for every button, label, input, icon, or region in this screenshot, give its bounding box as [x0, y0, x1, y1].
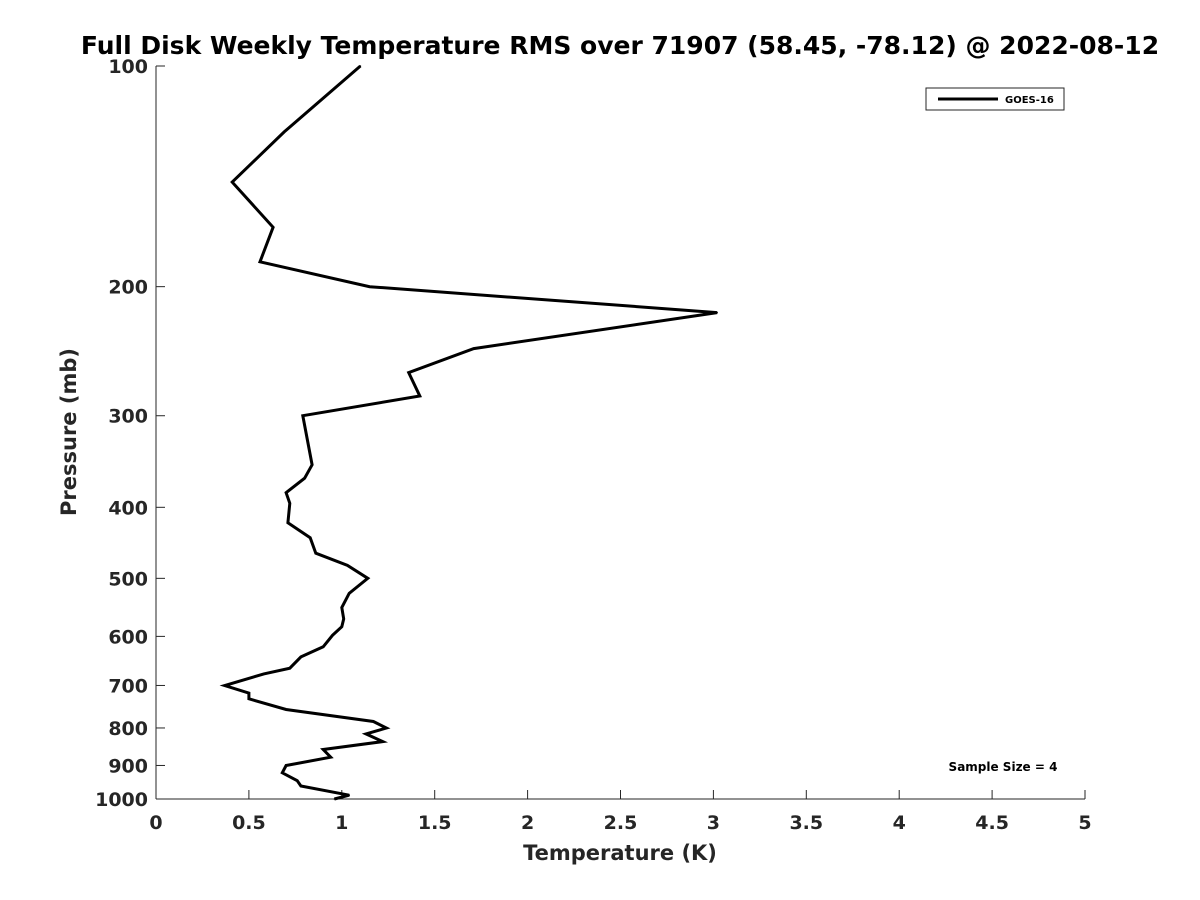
data-point: [263, 673, 265, 675]
data-point: [285, 491, 287, 494]
chart-title: Full Disk Weekly Temperature RMS over 71…: [81, 31, 1159, 60]
data-point: [346, 564, 349, 567]
data-point: [259, 261, 261, 263]
data-point: [300, 656, 302, 658]
data-point: [322, 646, 325, 648]
data-point: [329, 756, 332, 758]
y-tick-label: 300: [108, 406, 148, 428]
data-point: [368, 285, 371, 288]
data-point: [311, 464, 313, 466]
data-point: [285, 764, 287, 767]
y-tick-label: 200: [108, 277, 148, 299]
data-point: [348, 592, 351, 595]
data-point: [342, 618, 345, 620]
y-tick-label: 600: [108, 626, 148, 648]
data-point: [372, 720, 375, 723]
y-tick-label: 900: [108, 755, 148, 777]
y-tick-label: 500: [108, 568, 148, 590]
data-point: [341, 606, 343, 609]
y-axis-label: Pressure (mb): [57, 348, 81, 516]
x-tick-label: 4: [893, 812, 906, 834]
data-point: [315, 552, 317, 554]
data-point: [419, 395, 421, 397]
data-point: [472, 347, 475, 350]
data-point: [287, 522, 289, 524]
data-point: [248, 698, 250, 700]
legend-label: GOES-16: [1005, 95, 1054, 106]
x-tick-label: 3: [707, 812, 720, 834]
data-point: [333, 798, 336, 800]
data-point: [365, 733, 367, 735]
data-point: [302, 414, 304, 417]
sample-size-annotation: Sample Size = 4: [949, 760, 1058, 774]
x-tick-label: 5: [1078, 812, 1091, 834]
data-point: [341, 625, 343, 628]
series-layer: [219, 64, 718, 801]
data-point: [381, 740, 384, 743]
x-tick-label: 0: [149, 812, 162, 834]
data-point: [285, 708, 287, 711]
y-tick-label: 1000: [95, 789, 148, 811]
data-point: [296, 779, 299, 782]
data-point: [283, 131, 286, 133]
data-point: [309, 536, 312, 539]
data-point: [272, 226, 274, 229]
data-point: [223, 684, 226, 687]
x-tick-label: 1: [335, 812, 348, 834]
x-tick-label: 2: [521, 812, 534, 834]
data-point: [716, 311, 718, 314]
data-point: [367, 577, 369, 580]
data-point: [303, 477, 306, 480]
data-point: [289, 667, 291, 669]
data-point: [348, 794, 351, 796]
x-tick-label: 3.5: [789, 812, 823, 834]
y-tick-label: 100: [108, 56, 148, 78]
data-point: [300, 785, 302, 787]
x-tick-label: 1.5: [418, 812, 452, 834]
y-tick-label: 400: [108, 497, 148, 519]
data-point: [359, 65, 362, 67]
data-point: [407, 371, 410, 374]
x-tick-label: 2.5: [604, 812, 638, 834]
data-point: [322, 748, 325, 751]
data-point: [231, 181, 233, 183]
data-point: [331, 634, 334, 637]
data-point: [281, 772, 284, 774]
y-tick-label: 800: [108, 718, 148, 740]
ticks: 0 0.5 1 1.5 2 2.5 3 3.5 4 4.5 5 100 200 300 400 500 600 7…: [95, 56, 1092, 834]
data-point: [248, 692, 250, 694]
x-tick-label: 4.5: [975, 812, 1009, 834]
y-tick-label: 700: [108, 675, 148, 697]
x-axis-label: Temperature (K): [523, 841, 717, 865]
x-tick-label: 0.5: [232, 812, 266, 834]
data-point: [289, 502, 291, 505]
legend: GOES-16: [925, 87, 1065, 111]
data-point: [385, 727, 388, 729]
